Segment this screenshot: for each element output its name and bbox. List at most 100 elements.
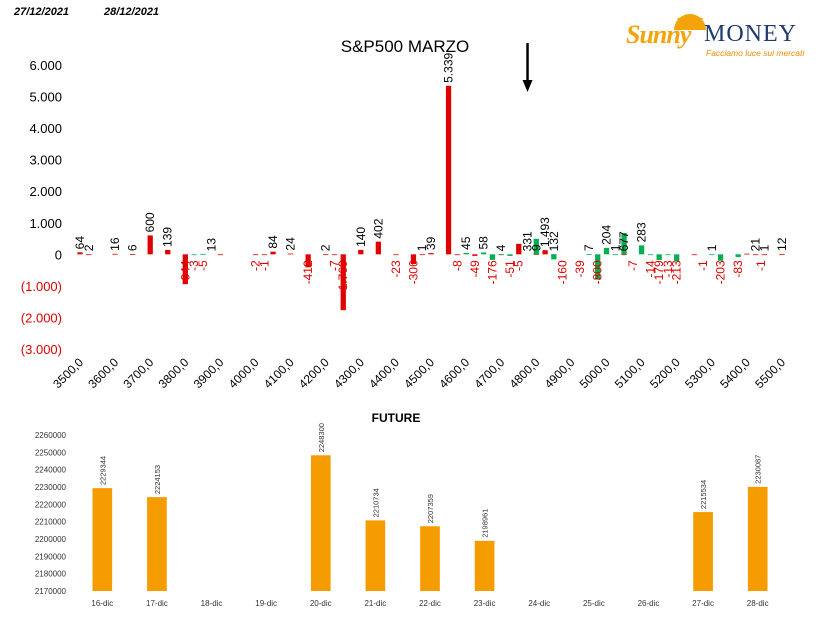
bar bbox=[717, 254, 724, 261]
value-label: 9 bbox=[529, 244, 543, 251]
bar bbox=[182, 254, 188, 285]
value-label: 13 bbox=[205, 238, 219, 252]
bar bbox=[92, 488, 113, 591]
value-label: 2198961 bbox=[481, 509, 490, 538]
bar bbox=[474, 540, 495, 591]
value-label: -944 bbox=[178, 260, 192, 284]
x-tick-label: 23-dic bbox=[474, 599, 496, 608]
bar bbox=[665, 254, 671, 256]
y-tick-label: 2260000 bbox=[35, 431, 67, 440]
bar bbox=[112, 253, 118, 255]
y-tick-label: 2220000 bbox=[35, 500, 67, 509]
chart-title: S&P500 MARZO bbox=[341, 37, 470, 56]
x-tick-label: 4700,0 bbox=[471, 355, 507, 391]
x-tick-label: 4600,0 bbox=[436, 355, 472, 391]
value-label: -2 bbox=[249, 260, 263, 271]
value-label: 402 bbox=[371, 218, 385, 238]
bar bbox=[217, 254, 224, 256]
y-tick-label: 2240000 bbox=[35, 466, 67, 475]
value-label: 283 bbox=[635, 222, 649, 242]
bar bbox=[542, 250, 548, 255]
bar bbox=[252, 254, 259, 256]
x-tick-label: 4400,0 bbox=[366, 355, 402, 391]
x-tick-label: 5400,0 bbox=[717, 355, 753, 391]
bar bbox=[551, 254, 557, 260]
bar bbox=[191, 254, 197, 256]
value-label: 4 bbox=[494, 244, 508, 251]
value-label: -306 bbox=[406, 260, 420, 284]
bars bbox=[77, 85, 785, 311]
x-tick-label: 4100,0 bbox=[261, 355, 297, 391]
value-label: 45 bbox=[459, 236, 473, 250]
bar bbox=[454, 254, 460, 256]
bar bbox=[779, 253, 785, 255]
bar bbox=[612, 254, 618, 256]
down-arrow-icon bbox=[522, 43, 533, 92]
bar bbox=[709, 254, 715, 256]
value-labels: 2229344 2224153 2248300 2210734 2207359 21989… bbox=[98, 423, 762, 538]
y-tick-label: 2180000 bbox=[35, 570, 67, 579]
x-tick-label: 4800,0 bbox=[507, 355, 543, 391]
value-label: 16 bbox=[108, 237, 122, 251]
x-axis: 16-dic 17-dic 18-dic 19-dic 20-dic 21-dic 22-d… bbox=[91, 599, 768, 608]
bar bbox=[200, 253, 206, 255]
bar bbox=[445, 85, 452, 255]
bar bbox=[621, 254, 627, 256]
bar bbox=[621, 232, 627, 255]
value-label: -14 bbox=[643, 260, 657, 278]
bar bbox=[261, 254, 267, 256]
bar bbox=[603, 247, 610, 255]
bar bbox=[305, 254, 311, 268]
y-tick-label: 2200000 bbox=[35, 535, 67, 544]
bar bbox=[77, 252, 83, 255]
value-label: 1.493 bbox=[538, 217, 552, 247]
bar bbox=[656, 254, 662, 260]
x-axis: 3500,0 3600,0 3700,0 3800,0 3900,0 4000,0 4100… bbox=[50, 355, 788, 391]
bar bbox=[586, 254, 592, 255]
value-label: -412 bbox=[301, 260, 315, 284]
x-tick-label: 4200,0 bbox=[296, 355, 332, 391]
y-tick-label: 2210000 bbox=[35, 518, 67, 527]
bar bbox=[270, 251, 276, 255]
value-label: 331 bbox=[521, 231, 535, 251]
bar bbox=[463, 252, 469, 255]
value-label: -1 bbox=[257, 260, 271, 271]
value-label: 21 bbox=[749, 238, 763, 252]
value-label: 140 bbox=[354, 227, 368, 247]
y-tick-label: 2230000 bbox=[35, 483, 67, 492]
x-tick-label: 5200,0 bbox=[647, 355, 683, 391]
value-label: 600 bbox=[143, 212, 157, 232]
value-label: -176 bbox=[485, 260, 499, 284]
value-label: 677 bbox=[617, 231, 631, 251]
value-label: -13 bbox=[661, 260, 675, 278]
value-label: -49 bbox=[468, 260, 482, 278]
x-tick-label: 25-dic bbox=[583, 599, 605, 608]
y-tick-label: 5.000 bbox=[29, 90, 62, 105]
value-label: -160 bbox=[556, 260, 570, 284]
value-label: -7 bbox=[327, 260, 341, 271]
x-tick-label: 5000,0 bbox=[577, 355, 613, 391]
y-tick-label: 2.000 bbox=[29, 184, 62, 199]
x-tick-label: 21-dic bbox=[364, 599, 386, 608]
bar bbox=[365, 520, 386, 591]
x-tick-label: 16-dic bbox=[91, 599, 113, 608]
value-label: -1 bbox=[696, 260, 710, 271]
bar bbox=[165, 249, 171, 255]
value-label: -213 bbox=[670, 260, 684, 284]
value-label: -179 bbox=[652, 260, 666, 284]
bar bbox=[130, 254, 136, 255]
value-label: 12 bbox=[775, 237, 789, 251]
value-label: 1 bbox=[705, 244, 719, 251]
value-label: -5 bbox=[196, 260, 210, 271]
y-tick-label: 4.000 bbox=[29, 121, 62, 136]
x-tick-label: 28-dic bbox=[747, 599, 769, 608]
logo-brand-sunny: Sunny bbox=[626, 20, 691, 49]
value-label: 5.339 bbox=[442, 53, 456, 83]
y-tick-label: 0 bbox=[55, 247, 62, 262]
bar bbox=[472, 254, 478, 256]
value-label: 2207359 bbox=[426, 494, 435, 523]
bar bbox=[147, 235, 153, 255]
y-tick-label: (1.000) bbox=[21, 279, 62, 294]
value-label: 2248300 bbox=[317, 423, 326, 452]
